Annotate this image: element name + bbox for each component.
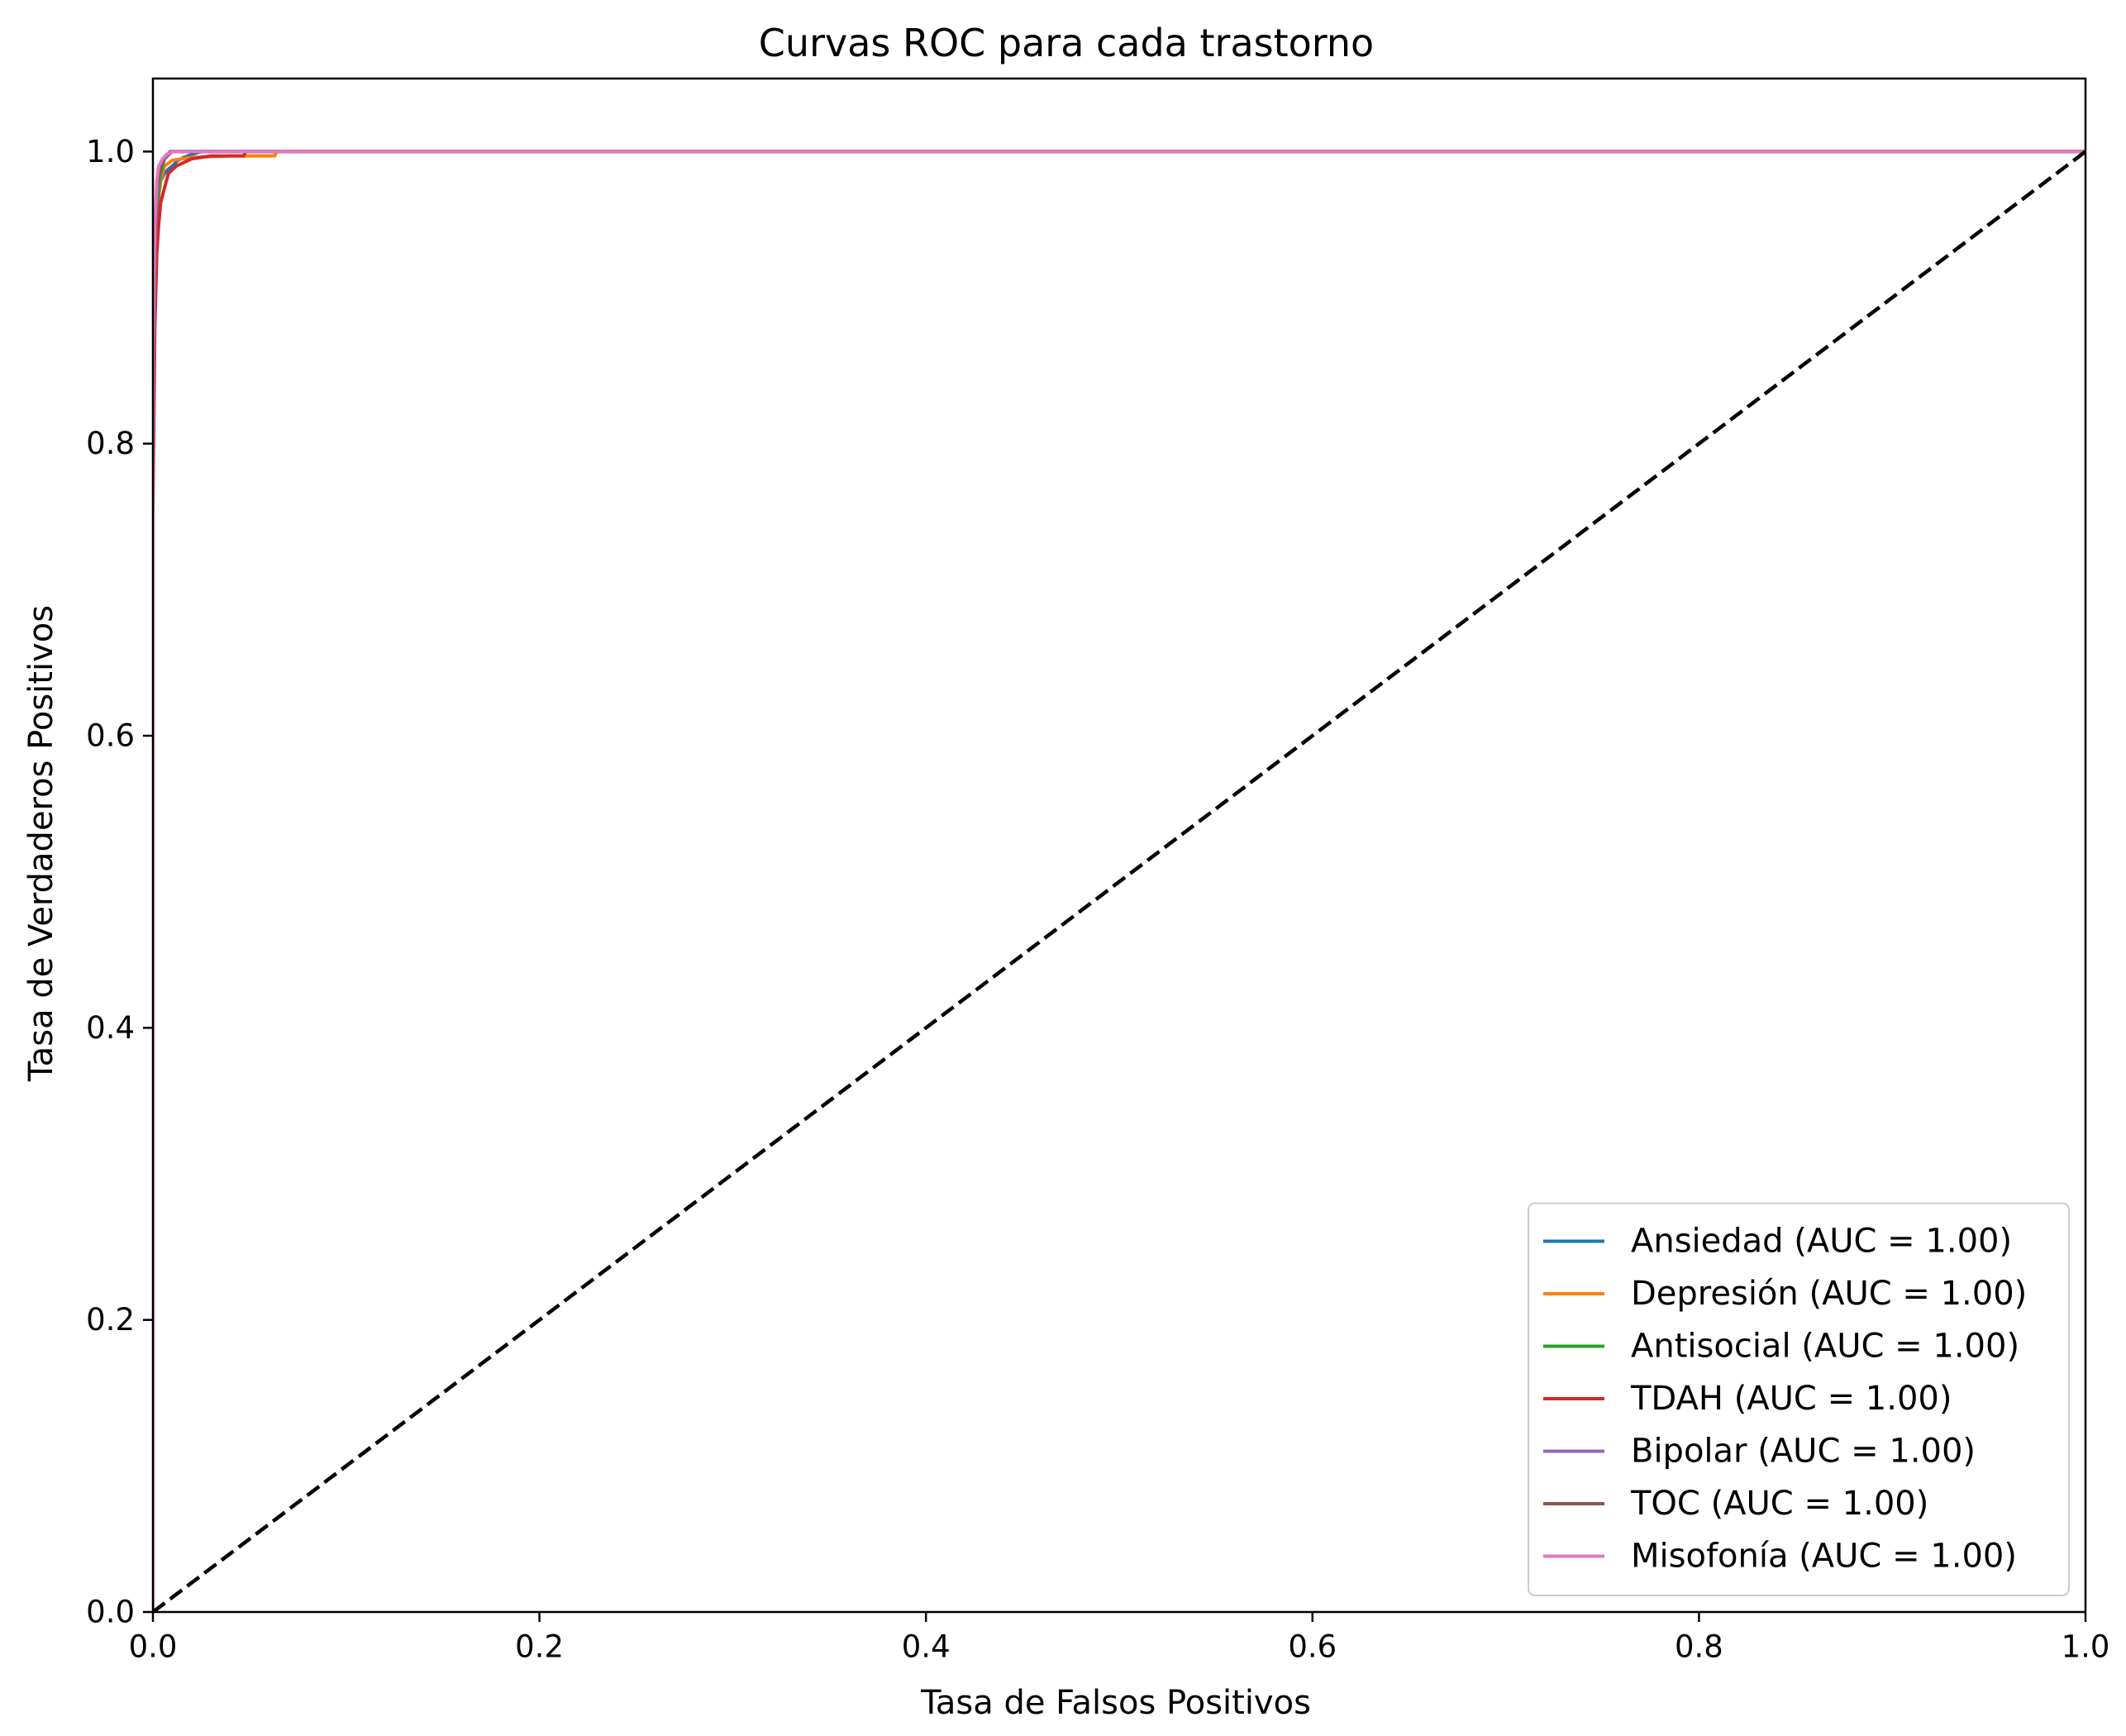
legend-label: Antisocial (AUC = 1.00) xyxy=(1631,1328,2019,1366)
y-tick-label: 1.0 xyxy=(86,134,135,169)
legend-box xyxy=(1528,1202,2070,1596)
y-axis-label: Tasa de Verdaderos Positivos xyxy=(22,605,60,1082)
y-tick-label: 0.0 xyxy=(86,1595,135,1630)
legend-label: Misofonía (AUC = 1.00) xyxy=(1631,1538,2017,1576)
x-tick-label: 0.6 xyxy=(1288,1629,1337,1665)
legend-label: TOC (AUC = 1.00) xyxy=(1630,1485,1928,1523)
y-tick-label: 0.6 xyxy=(86,718,135,754)
legend-label: Ansiedad (AUC = 1.00) xyxy=(1631,1223,2012,1261)
y-tick-label: 0.2 xyxy=(86,1302,135,1338)
legend-label: Bipolar (AUC = 1.00) xyxy=(1631,1433,1976,1471)
legend: Ansiedad (AUC = 1.00) Depresión (AUC = 1.… xyxy=(1528,1202,2070,1596)
x-axis-label: Tasa de Falsos Positivos xyxy=(920,1684,1311,1722)
x-tick-label: 0.4 xyxy=(902,1629,951,1665)
y-tick-label: 0.4 xyxy=(86,1010,135,1046)
legend-label: Depresión (AUC = 1.00) xyxy=(1631,1275,2027,1313)
chart-title: Curvas ROC para cada trastorno xyxy=(759,21,1374,65)
x-tick-label: 0.0 xyxy=(129,1629,178,1665)
x-tick-label: 1.0 xyxy=(2062,1629,2110,1665)
y-tick-label: 0.8 xyxy=(86,426,135,461)
legend-label: TDAH (AUC = 1.00) xyxy=(1630,1380,1952,1418)
plot-area: 0.0 0.2 0.4 0.6 0.8 1.0 0.0 0.2 0.4 0.6 0.8 1.0 Ansi… xyxy=(86,77,2110,1665)
reference-diagonal-line xyxy=(153,150,2085,1612)
axes-frame xyxy=(151,77,2087,1614)
x-tick-label: 0.8 xyxy=(1675,1629,1723,1665)
x-tick-label: 0.2 xyxy=(515,1629,564,1665)
